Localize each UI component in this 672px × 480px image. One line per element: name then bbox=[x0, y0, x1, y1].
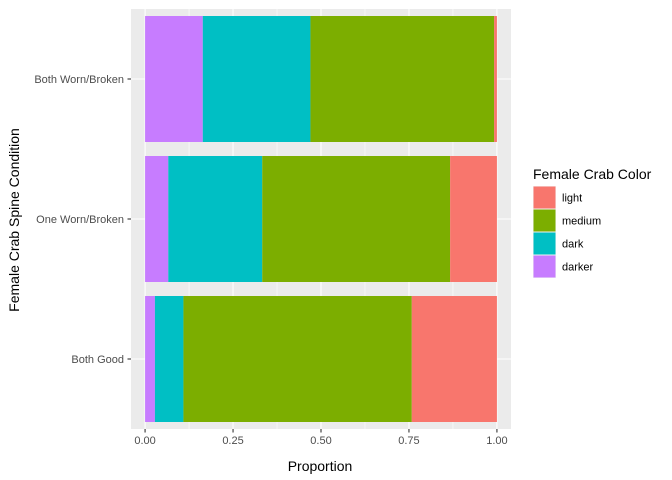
x-tick-label: 0.25 bbox=[222, 435, 243, 447]
legend: Female Crab Color light medium dark darker bbox=[533, 166, 652, 278]
bar-segment-medium bbox=[183, 296, 412, 422]
bar-segment-light bbox=[450, 156, 497, 282]
legend-key-light bbox=[533, 186, 556, 209]
x-axis-title: Proportion bbox=[288, 458, 353, 474]
bar-segment-light bbox=[411, 296, 497, 422]
x-tick-label: 0.50 bbox=[310, 435, 331, 447]
y-tick-label: Both Worn/Broken bbox=[34, 74, 124, 86]
legend-key-dark bbox=[533, 232, 556, 255]
legend-label: darker bbox=[562, 262, 594, 274]
bar-segment-darker bbox=[145, 296, 155, 422]
bars bbox=[145, 16, 497, 422]
y-axis-title: Female Crab Spine Condition bbox=[6, 128, 22, 312]
x-axis: 0.00 0.25 0.50 0.75 1.00 bbox=[134, 429, 508, 447]
legend-key-medium bbox=[533, 209, 556, 232]
bar-segment-light bbox=[494, 16, 497, 142]
y-axis: Both Good One Worn/Broken Both Worn/Broken bbox=[34, 74, 131, 366]
bar-segment-dark bbox=[168, 156, 263, 282]
legend-label: light bbox=[562, 193, 582, 205]
bar-segment-dark bbox=[202, 16, 311, 142]
y-tick-label: One Worn/Broken bbox=[36, 214, 124, 226]
bar-segment-medium bbox=[262, 156, 451, 282]
legend-label: medium bbox=[562, 216, 601, 228]
x-tick-label: 0.75 bbox=[398, 435, 419, 447]
legend-label: dark bbox=[562, 239, 584, 251]
bar-segment-medium bbox=[310, 16, 495, 142]
bar-segment-darker bbox=[145, 16, 203, 142]
legend-title: Female Crab Color bbox=[533, 166, 652, 182]
bar-segment-dark bbox=[154, 296, 184, 422]
x-tick-label: 0.00 bbox=[134, 435, 155, 447]
bar-segment-darker bbox=[145, 156, 169, 282]
y-tick-label: Both Good bbox=[71, 354, 124, 366]
x-tick-label: 1.00 bbox=[486, 435, 507, 447]
legend-key-darker bbox=[533, 255, 556, 278]
